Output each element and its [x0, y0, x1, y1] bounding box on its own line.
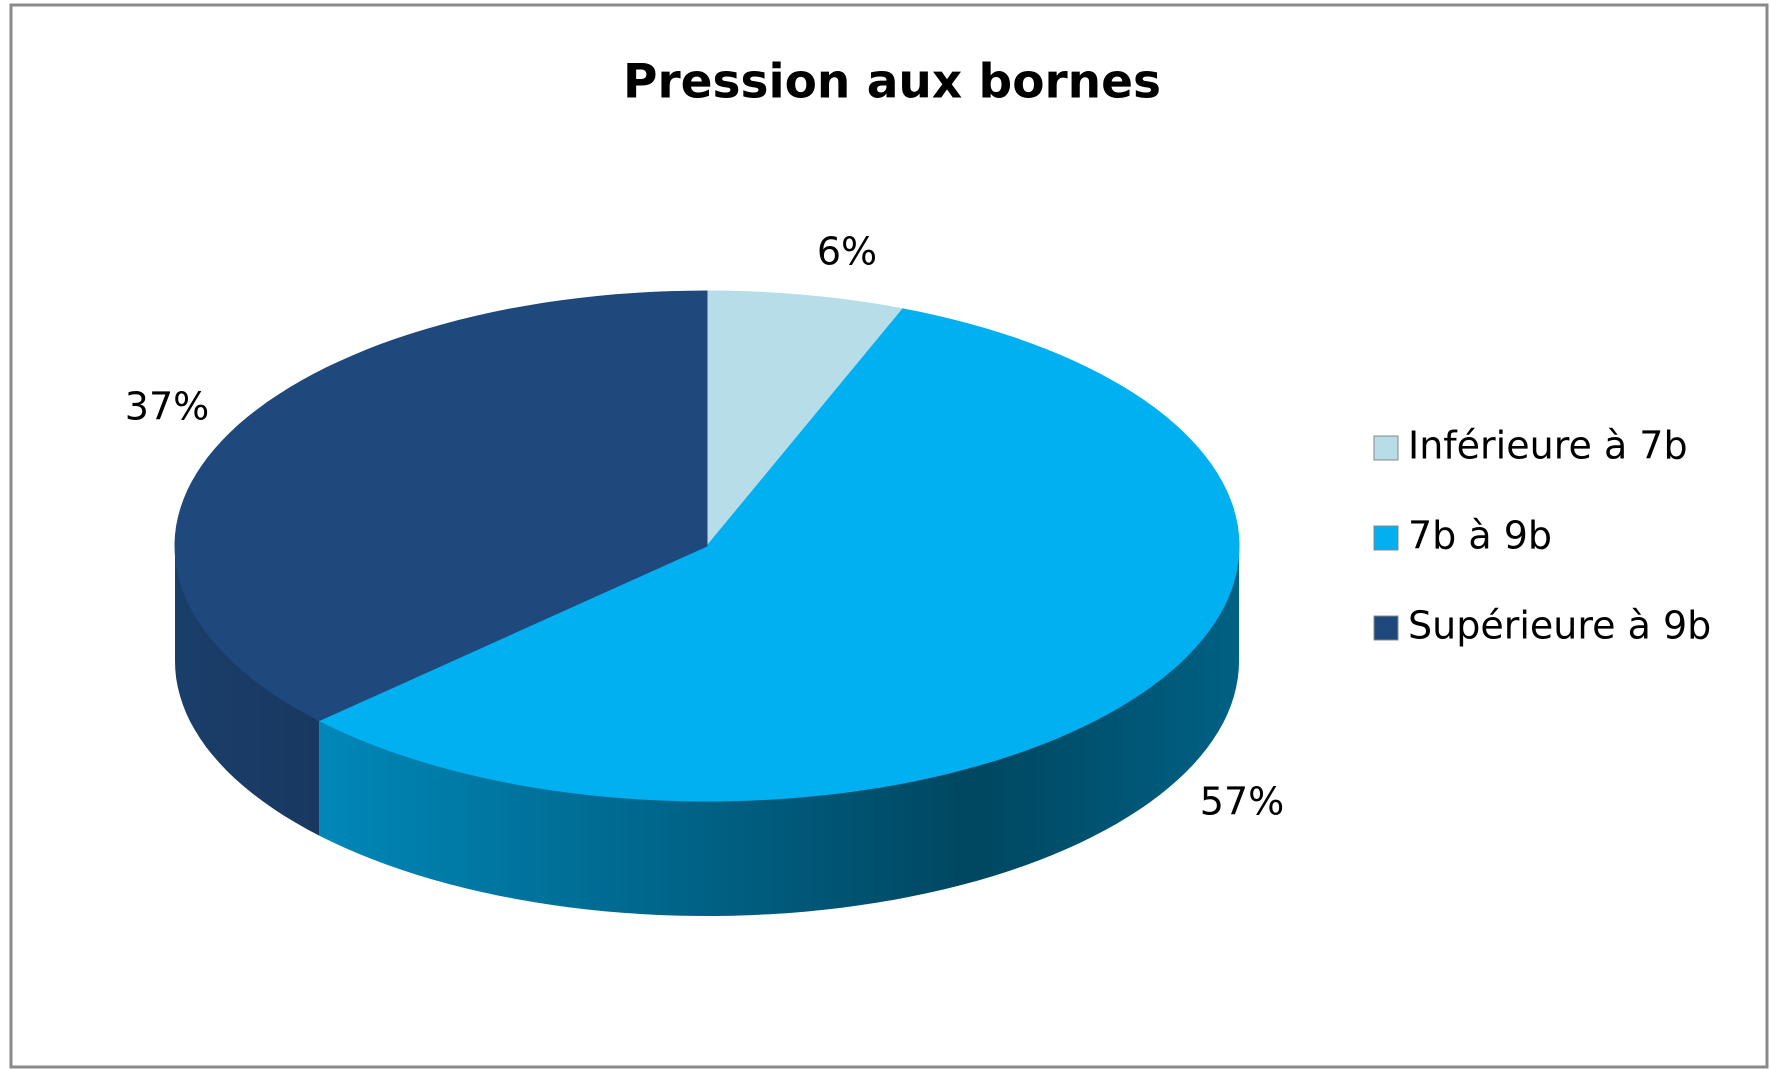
legend-label: Supérieure à 9b	[1408, 604, 1711, 648]
legend-label: 7b à 9b	[1408, 514, 1552, 558]
legend-swatch	[1373, 615, 1399, 641]
data-label: 57%	[1200, 780, 1284, 824]
legend-swatch	[1373, 435, 1399, 461]
pie-slice	[174, 290, 708, 722]
pie-slice	[706, 290, 904, 548]
pie-side-shade	[319, 546, 1239, 916]
legend-swatch	[1373, 525, 1399, 551]
pie-slice	[318, 308, 1240, 802]
data-label: 6%	[817, 230, 877, 274]
data-label: 37%	[125, 385, 209, 429]
chart-title: Pression aux bornes	[623, 55, 1161, 110]
legend-label: Inférieure à 7b	[1408, 424, 1688, 468]
pie-side-shade	[175, 546, 320, 836]
